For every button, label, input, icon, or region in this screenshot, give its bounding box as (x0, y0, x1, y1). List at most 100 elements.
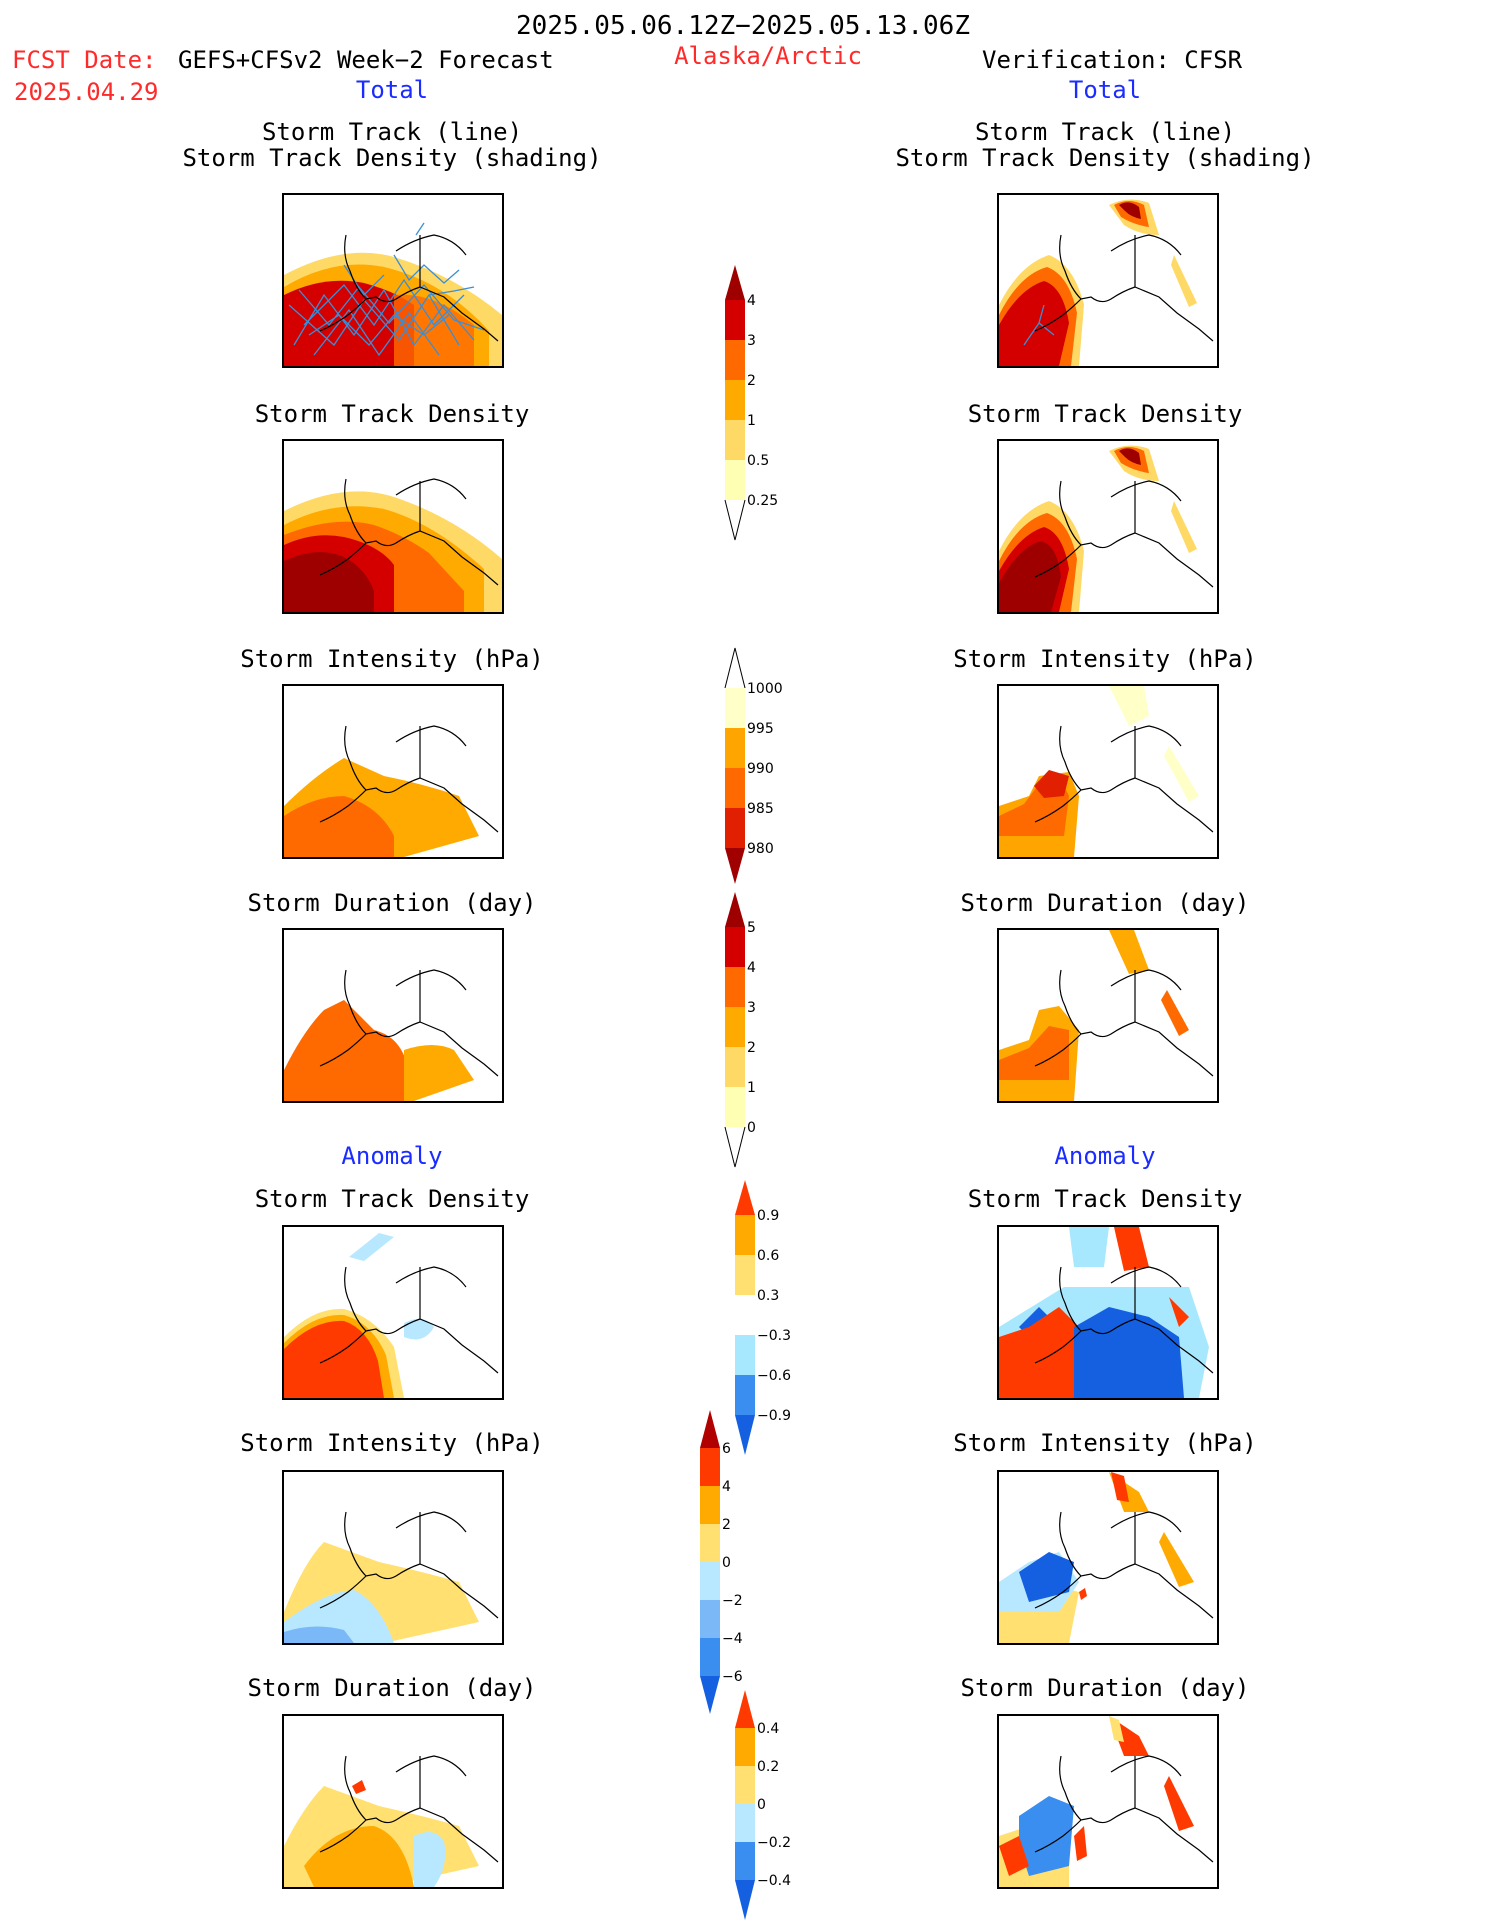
period-title: 2025.05.06.12Z−2025.05.13.06Z (516, 11, 970, 41)
cb-label: 0 (722, 1555, 731, 1571)
r-intensity-title: Storm Intensity (hPa) (953, 645, 1257, 673)
fcst-date-label: FCST Date: (12, 46, 157, 74)
colorbar-intensity-total: 1000 995 990 985 980 (724, 647, 795, 888)
cb-label: 3 (747, 333, 756, 349)
cb-label: 4 (747, 960, 756, 976)
colorbar-duration-total: 5 4 3 2 1 0 (724, 892, 795, 1172)
cb-label: 6 (722, 1441, 731, 1457)
cb-density-anom-arrow-top (735, 1180, 755, 1215)
cb-label: −0.2 (757, 1835, 791, 1851)
cb-label: 995 (747, 721, 774, 737)
right-anomaly-heading: Anomaly (1054, 1142, 1156, 1170)
cb-label: −0.3 (757, 1328, 791, 1344)
cb-density-total-seg (725, 300, 745, 340)
cb-intensity-anom-seg (700, 1638, 720, 1676)
r-anom-intensity-title: Storm Intensity (hPa) (953, 1429, 1257, 1457)
cb-label: −0.9 (757, 1408, 791, 1424)
cb-label: 2 (722, 1517, 731, 1533)
l-density-title: Storm Track Density (254, 400, 530, 428)
colorbar-duration-anom: 0.4 0.2 0 −0.2 −0.4 (735, 1690, 805, 1925)
l-duration-title: Storm Duration (day) (247, 889, 537, 917)
cb-intensity-anom-seg (700, 1600, 720, 1638)
map-right-intensity (997, 684, 1219, 859)
cb-label: −0.4 (757, 1873, 791, 1889)
cb-density-anom-seg (735, 1215, 755, 1255)
r-duration-title: Storm Duration (day) (960, 889, 1250, 917)
cb-density-total-seg (725, 380, 745, 420)
cb-density-anom-arrow-bottom (735, 1415, 755, 1455)
cb-label: 0 (747, 1120, 756, 1136)
cb-intensity-anom-arrow-bottom (700, 1676, 720, 1714)
cb-intensity-anom-seg (700, 1486, 720, 1524)
r-anom-duration-title: Storm Duration (day) (960, 1674, 1250, 1702)
cb-intensity-total-arrow-bottom (725, 848, 745, 884)
r-track-title-2: Storm Track Density (shading) (895, 144, 1315, 172)
l-track-title-2: Storm Track Density (shading) (182, 144, 602, 172)
cb-label: 980 (747, 841, 774, 857)
map-left-density (282, 439, 504, 614)
cb-duration-anom-seg (735, 1842, 755, 1880)
colorbar-intensity-anom: 6 4 2 0 −2 −4 −6 (700, 1410, 770, 1728)
cb-density-total-arrow-top (725, 265, 745, 300)
cb-label: −6 (722, 1669, 743, 1685)
map-right-anom-duration (997, 1714, 1219, 1889)
cb-label: 0.4 (757, 1721, 779, 1737)
cb-duration-total-seg (725, 1087, 745, 1127)
cb-duration-total-arrow-top (725, 892, 745, 927)
map-left-anom-intensity (282, 1470, 504, 1645)
r-track-title-1: Storm Track (line) (974, 118, 1236, 146)
map-left-anom-duration (282, 1714, 504, 1889)
left-total-heading: Total (355, 76, 429, 104)
cb-label: 4 (722, 1479, 731, 1495)
map-right-density (997, 439, 1219, 614)
r-density-title: Storm Track Density (967, 400, 1243, 428)
cb-duration-total-seg (725, 967, 745, 1007)
l-anom-intensity-title: Storm Intensity (hPa) (240, 1429, 544, 1457)
cb-label: −0.6 (757, 1368, 791, 1384)
l-anom-density-title: Storm Track Density (254, 1185, 530, 1213)
cb-density-anom-seg (735, 1295, 755, 1335)
cb-duration-anom-arrow-bottom (735, 1880, 755, 1920)
cb-label: 1000 (747, 681, 783, 697)
forecast-model: GEFS+CFSv2 Week−2 Forecast (178, 46, 554, 74)
cb-density-total-seg (725, 340, 745, 380)
cb-label: 1 (747, 1080, 756, 1096)
cb-label: 1 (747, 413, 756, 429)
cb-intensity-anom-seg (700, 1448, 720, 1486)
cb-label: 0.9 (757, 1208, 779, 1224)
cb-duration-anom-arrow-top (735, 1690, 755, 1728)
cb-label: 0.2 (757, 1759, 779, 1775)
cb-duration-total-seg (725, 927, 745, 967)
cb-density-total-seg (725, 420, 745, 460)
right-total-heading: Total (1068, 76, 1142, 104)
cb-label: 990 (747, 761, 774, 777)
cb-density-total-seg (725, 460, 745, 500)
cb-density-anom-seg (735, 1335, 755, 1375)
map-left-anom-density (282, 1225, 504, 1400)
r-anom-density-title: Storm Track Density (967, 1185, 1243, 1213)
cb-label: −2 (722, 1593, 743, 1609)
cb-intensity-total-seg (725, 768, 745, 808)
verification-label: Verification: CFSR (982, 46, 1243, 74)
cb-density-anom-seg (735, 1255, 755, 1295)
cb-label: −4 (722, 1631, 743, 1647)
cb-intensity-anom-seg (700, 1524, 720, 1562)
cb-duration-total-seg (725, 1047, 745, 1087)
cb-density-anom-seg (735, 1375, 755, 1415)
colorbar-density-total: 4 3 2 1 0.5 0.25 (724, 265, 795, 545)
map-right-anom-density (997, 1225, 1219, 1400)
cb-duration-total-seg (725, 1007, 745, 1047)
l-track-title-1: Storm Track (line) (261, 118, 523, 146)
cb-label: 2 (747, 1040, 756, 1056)
cb-duration-anom-seg (735, 1766, 755, 1804)
cb-label: 0.3 (757, 1288, 779, 1304)
cb-intensity-total-seg (725, 728, 745, 768)
cb-label: 0.25 (747, 493, 778, 509)
cb-label: 0.6 (757, 1248, 779, 1264)
cb-label: 0.5 (747, 453, 769, 469)
region-label: Alaska/Arctic (674, 42, 862, 70)
map-right-anom-intensity (997, 1470, 1219, 1645)
cb-label: 4 (747, 293, 756, 309)
cb-duration-anom-seg (735, 1804, 755, 1842)
cb-label: 5 (747, 920, 756, 936)
